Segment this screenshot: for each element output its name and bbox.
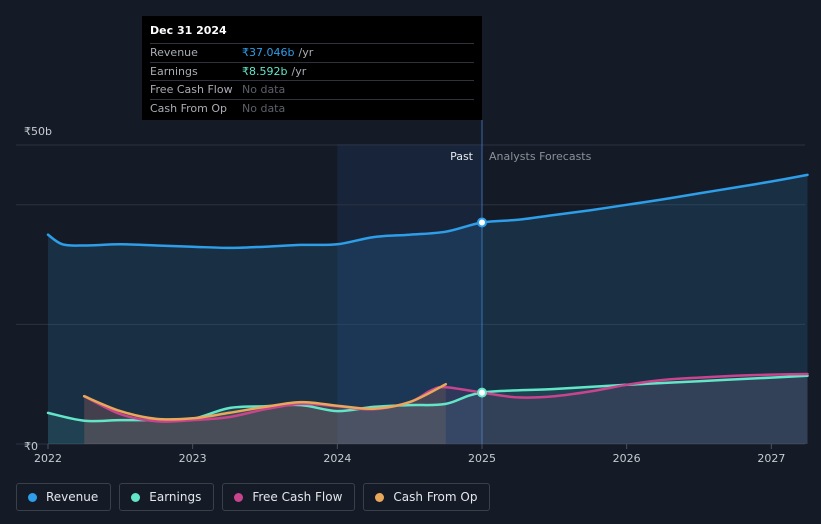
series-areas (48, 174, 808, 444)
legend-dot-icon (28, 492, 37, 502)
y-tick-label: ₹0 (24, 440, 38, 453)
tooltip-row-earnings: Earnings ₹8.592b/yr (150, 61, 474, 81)
x-tick-label: 2025 (468, 452, 496, 465)
legend-dot-icon (234, 492, 244, 502)
x-tick-label: 2026 (613, 452, 641, 465)
hover-markers (477, 217, 487, 398)
revenue-line (46, 173, 809, 250)
tooltip-revenue-value: ₹37.046b (242, 46, 295, 60)
y-tick-label: ₹50b (24, 125, 52, 138)
x-axis: 2022 2023 2024 2025 2026 2027 (34, 444, 785, 465)
revenue-marker (477, 217, 487, 228)
tooltip-row-cfo: Cash From Op No data (150, 98, 474, 118)
tooltip-unit: /yr (291, 64, 307, 78)
cash-from-op-line (82, 382, 448, 421)
legend-item-cash-from-op[interactable]: Cash From Op (363, 483, 491, 511)
tooltip-fcf-value: No data (242, 83, 286, 97)
cash-from-op-area (84, 384, 446, 444)
tooltip-row-fcf: Free Cash Flow No data (150, 80, 474, 99)
x-tick-label: 2024 (323, 452, 351, 465)
tooltip-label: Cash From Op (150, 101, 228, 115)
legend-item-earnings[interactable]: Earnings (119, 483, 215, 511)
x-tick-label: 2023 (179, 452, 207, 465)
legend-label: Free Cash Flow (252, 490, 343, 504)
legend-label: Cash From Op (393, 490, 478, 504)
tooltip: Dec 31 2024 Revenue ₹37.046b/yr Earnings… (142, 16, 482, 120)
x-tick-label: 2027 (757, 452, 785, 465)
earnings-marker (477, 387, 487, 398)
past-label: Past (450, 150, 474, 163)
tooltip-earnings-value: ₹8.592b (242, 64, 288, 78)
past-shade-region (337, 144, 482, 444)
tooltip-cfo-value: No data (242, 101, 286, 115)
x-tick-label: 2022 (34, 452, 62, 465)
legend-item-revenue[interactable]: Revenue (16, 483, 112, 511)
tooltip-unit: /yr (298, 46, 314, 60)
free-cash-flow-area (84, 374, 808, 444)
legend-label: Revenue (46, 490, 99, 504)
series-lines (46, 173, 809, 423)
tooltip-label: Earnings (150, 64, 198, 78)
tooltip-row-revenue: Revenue ₹37.046b/yr (150, 43, 474, 62)
y-axis: ₹0 ₹50b (24, 125, 52, 453)
legend-dot-icon (375, 492, 385, 502)
revenue-area (48, 174, 808, 444)
tooltip-label: Free Cash Flow (150, 83, 233, 97)
legend: Revenue Earnings Free Cash Flow Cash Fro… (16, 483, 491, 511)
legend-label: Earnings (149, 490, 202, 504)
legend-item-free-cash-flow[interactable]: Free Cash Flow (222, 483, 356, 511)
earnings-area (48, 375, 808, 444)
gridlines (16, 144, 805, 445)
tooltip-date: Dec 31 2024 (150, 24, 227, 37)
forecast-label: Analysts Forecasts (489, 150, 592, 163)
legend-dot-icon (131, 492, 141, 502)
tooltip-label: Revenue (150, 46, 198, 60)
